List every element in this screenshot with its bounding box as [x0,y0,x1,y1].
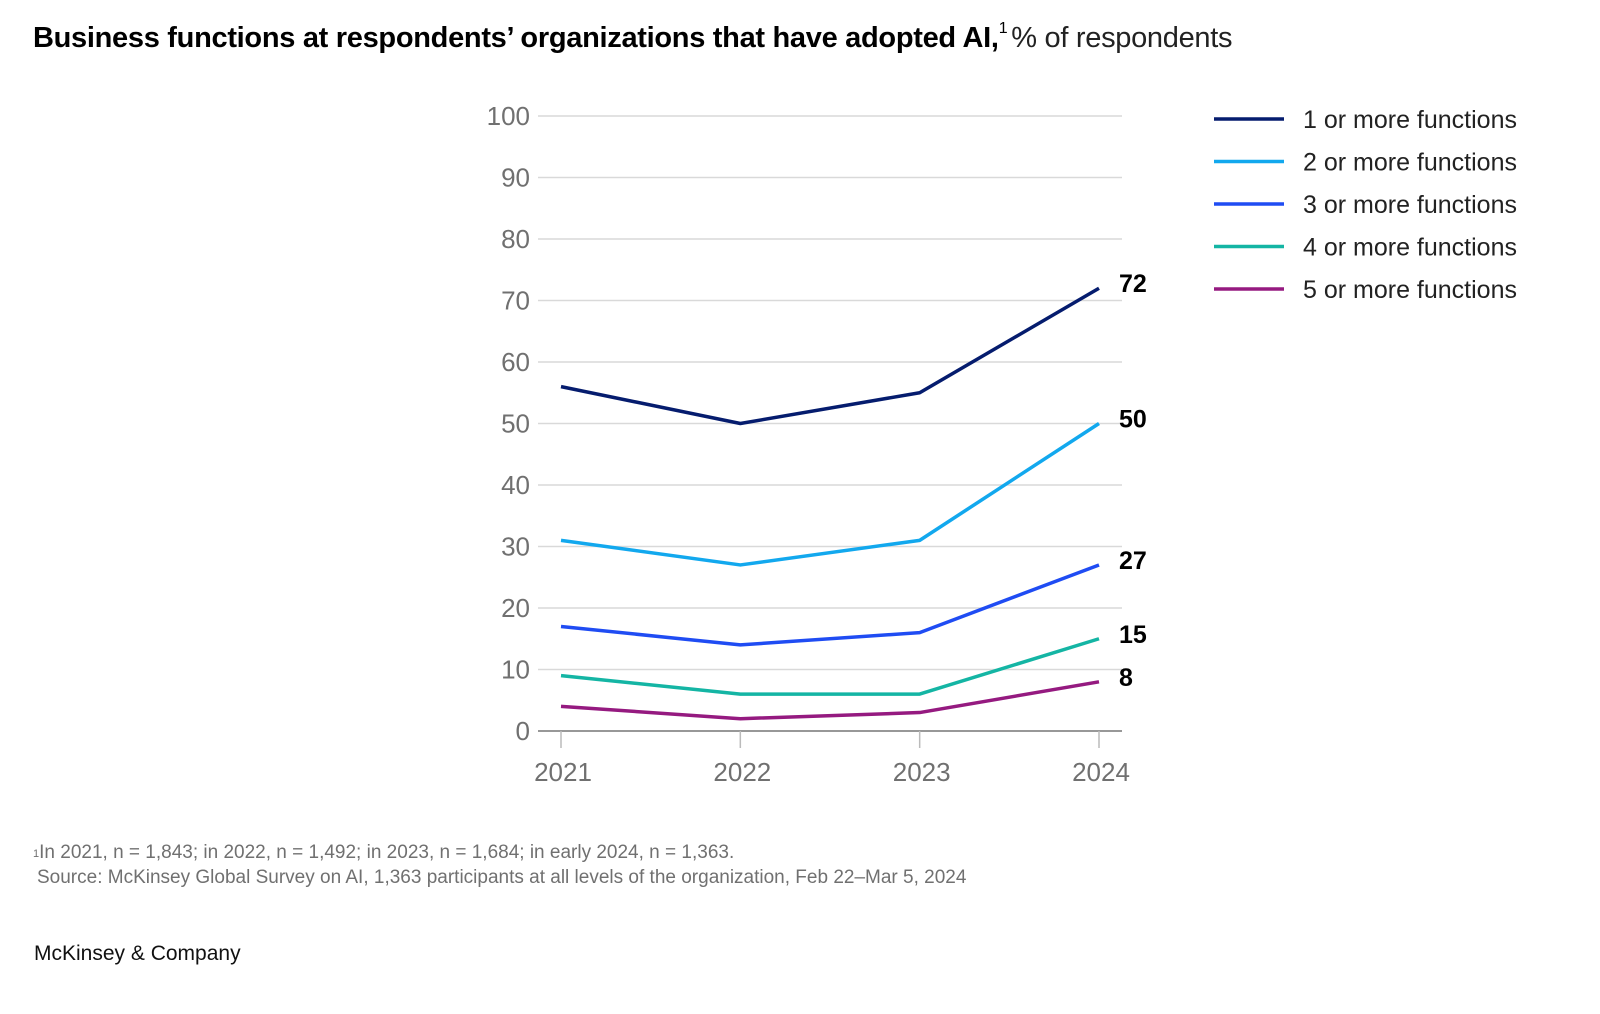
series-line-5 [560,680,1100,721]
x-tick-label: 2024 [1072,757,1130,787]
chart-title: Business functions at respondents’ organ… [33,20,1233,55]
footnote-source: Source: McKinsey Global Survey on AI, 1,… [37,867,967,888]
y-tick-label: 50 [501,409,530,439]
series-line-2 [560,422,1100,567]
x-tick-label: 2022 [713,757,771,787]
end-label-series-5: 8 [1119,664,1133,692]
legend-label-2: 2 or more functions [1303,149,1517,177]
legend: 1 or more functions 2 or more functions 3 … [1214,106,1517,304]
chart-unit-label: % of respondents [1011,22,1233,54]
y-tick-label: 30 [501,532,530,562]
legend-label-3: 3 or more functions [1303,191,1517,219]
footnote-marker: 1 [33,848,40,860]
end-labels: 72 50 27 15 8 [1119,270,1147,692]
end-label-series-2: 50 [1119,406,1147,434]
footnote-sample-sizes: 1In 2021, n = 1,843; in 2022, n = 1,492;… [33,842,735,863]
y-tick-label: 60 [501,347,530,377]
series-line-3 [560,563,1100,647]
gridlines [538,115,1122,732]
footnotes: 1In 2021, n = 1,843; in 2022, n = 1,492;… [33,840,966,890]
y-tick-label: 20 [501,593,530,623]
series-line-1 [560,286,1100,426]
end-label-series-3: 27 [1119,547,1147,575]
y-tick-label: 80 [501,224,530,254]
series-line-4 [560,637,1100,696]
series-lines [560,286,1100,721]
legend-label-5: 5 or more functions [1303,276,1517,304]
y-tick-label: 90 [501,163,530,193]
y-axis: 0 10 20 30 40 50 60 70 80 90 100 [487,101,530,746]
y-tick-label: 70 [501,286,530,316]
brand-logo-text: McKinsey & Company [34,942,241,965]
title-footnote-marker: 1 [998,20,1008,37]
x-tick-label: 2021 [534,757,592,787]
x-axis: 2021 2022 2023 2024 [534,731,1130,787]
y-tick-label: 40 [501,470,530,500]
y-tick-label: 0 [516,716,530,746]
legend-label-1: 1 or more functions [1303,106,1517,134]
y-tick-label: 10 [501,655,530,685]
y-tick-label: 100 [487,101,530,131]
legend-label-4: 4 or more functions [1303,234,1517,262]
end-label-series-1: 72 [1119,270,1147,298]
chart-title-main: Business functions at respondents’ organ… [33,22,999,54]
x-tick-label: 2023 [893,757,951,787]
end-label-series-4: 15 [1119,621,1147,649]
